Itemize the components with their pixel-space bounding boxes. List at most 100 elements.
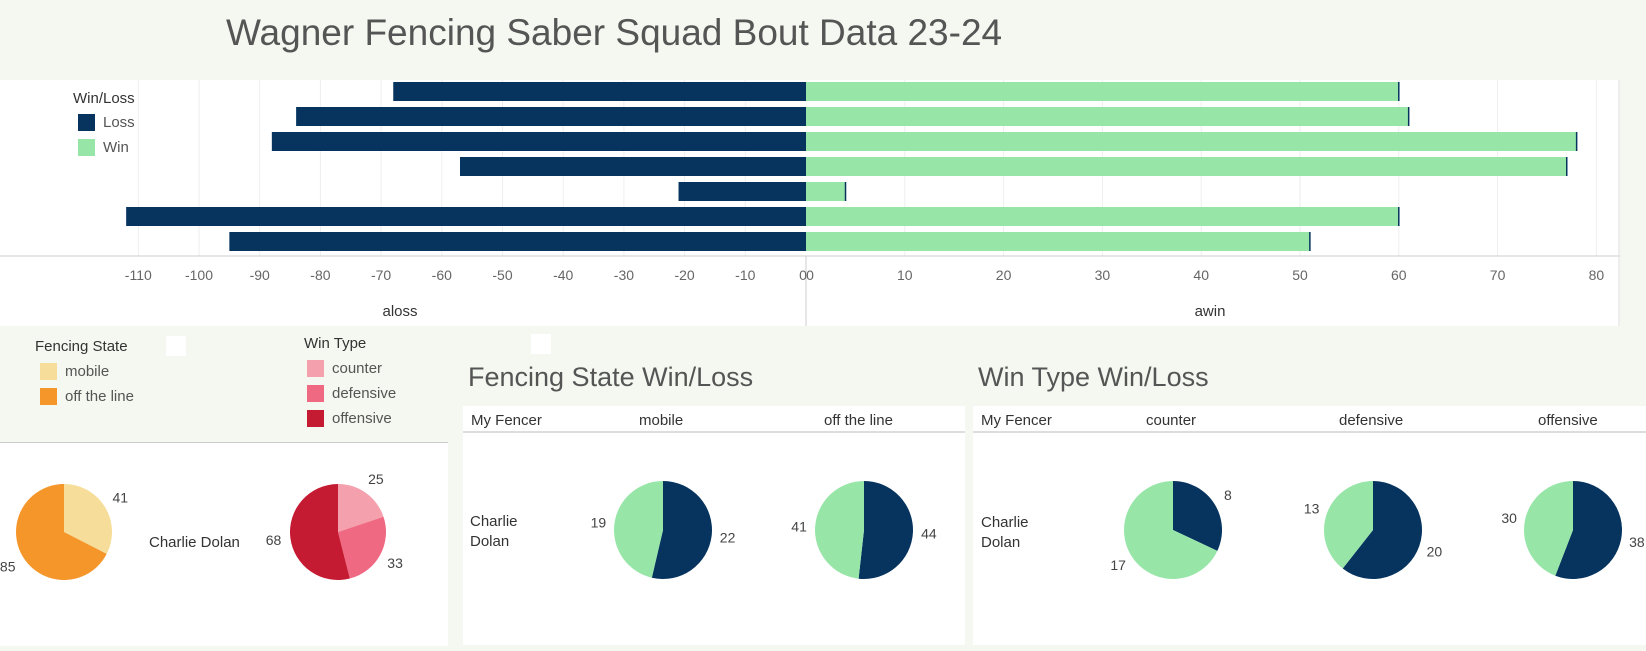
fencing-state-section-title: Fencing State Win/Loss	[468, 362, 754, 392]
x-tick-label: 10	[897, 267, 913, 283]
pie-label: 30	[1501, 510, 1517, 526]
pie-label: 25	[368, 471, 384, 487]
pie-slice-loss	[858, 481, 914, 579]
legend-label-loss: Loss	[103, 114, 135, 131]
pie-label: 38	[1629, 534, 1645, 550]
pie-slice-defensive	[338, 516, 386, 579]
pie-label: 20	[1427, 543, 1443, 559]
win-bar	[806, 182, 846, 201]
legend-item-mobile[interactable]: mobile	[40, 363, 109, 380]
loss-bar	[678, 182, 806, 201]
pie-slice-mobile	[64, 484, 112, 554]
pie-label: 33	[387, 555, 403, 571]
x-tick-label: -50	[492, 267, 512, 283]
win-swatch	[78, 139, 95, 156]
legend-label-win: Win	[103, 139, 129, 156]
x-tick-label: -30	[614, 267, 634, 283]
counter-swatch	[307, 360, 324, 377]
pie-label: 41	[791, 518, 807, 534]
col-header-counter: counter	[1146, 412, 1197, 429]
fencer-name-line1: Charlie	[470, 513, 518, 530]
x-tick-label: -90	[250, 267, 270, 283]
legend-label-offensive: offensive	[332, 410, 392, 427]
x-tick-label: -70	[371, 267, 391, 283]
loss-bar	[393, 82, 806, 101]
pie-label: 8	[1224, 487, 1232, 503]
loss-bar	[460, 157, 806, 176]
pie-slice-loss	[1173, 481, 1222, 551]
left-axis-label: aloss	[382, 303, 417, 320]
x-tick-label: -60	[432, 267, 452, 283]
win-bar	[806, 132, 1577, 151]
fencer-name-line2: Dolan	[981, 534, 1021, 551]
legend-item-win[interactable]: Win	[78, 139, 129, 156]
win-loss-bar-chart: -110 -100 -90 -80 -70 -60 -50 -40 -30 -20 -10 0 0 10 2…	[0, 80, 1620, 326]
win-type-legend-title: Win Type	[304, 335, 367, 352]
right-axis-label: awin	[1195, 303, 1226, 320]
mobile-swatch	[40, 363, 57, 380]
pie-slice-loss	[1342, 481, 1422, 579]
breakdown-panel: 41 85 25 33 68	[0, 442, 448, 646]
x-tick-label: 50	[1292, 267, 1308, 283]
legend-filter-box[interactable]	[531, 334, 551, 354]
loss-bar	[229, 232, 807, 251]
x-tick-label: 0	[806, 267, 814, 283]
pie-label: 13	[1304, 501, 1320, 517]
x-tick-label: 40	[1193, 267, 1209, 283]
x-tick-label: 80	[1589, 267, 1605, 283]
win-bar	[806, 157, 1567, 176]
pie-slice-win	[1524, 481, 1573, 576]
pie-slice-win	[614, 481, 663, 578]
win-bar	[806, 107, 1409, 126]
pie-slice-off-the-line	[16, 484, 107, 580]
legend-label-defensive: defensive	[332, 385, 397, 402]
dashboard-title: Wagner Fencing Saber Squad Bout Data 23-…	[226, 12, 1003, 53]
col-header-off-the-line: off the line	[824, 412, 893, 429]
bar-chart-svg: -110 -100 -90 -80 -70 -60 -50 -40 -30 -20 -10 0 0 10 2…	[0, 80, 1620, 326]
loss-swatch	[78, 114, 95, 131]
win-type-section-title: Win Type Win/Loss	[978, 362, 1209, 392]
pie-label: 44	[921, 526, 937, 542]
defensive-swatch	[307, 385, 324, 402]
breakdown-pies-svg: 41 85 25 33 68	[0, 471, 403, 580]
pie-label: 17	[1110, 557, 1126, 573]
loss-bar	[296, 107, 806, 126]
col-header-my-fencer: My Fencer	[981, 412, 1052, 429]
off-the-line-swatch	[40, 388, 57, 405]
legend-label-off-the-line: off the line	[65, 388, 134, 405]
pie-label: 85	[0, 558, 16, 574]
x-tick-label: -40	[553, 267, 573, 283]
legend-item-counter[interactable]: counter	[307, 360, 382, 377]
legend-item-offensive[interactable]: offensive	[307, 410, 392, 427]
fencing-state-pies-svg: 22 19 44 41	[463, 431, 965, 579]
win-bar	[806, 207, 1399, 226]
fencer-name: Charlie Dolan	[149, 534, 240, 551]
loss-bar	[271, 132, 807, 151]
x-tick-label: 20	[996, 267, 1012, 283]
pie-slice-loss	[1555, 481, 1622, 579]
legend-item-defensive[interactable]: defensive	[307, 385, 396, 402]
fencing-state-legend-title: Fencing State	[35, 338, 128, 355]
pie-slice-win	[1124, 481, 1218, 579]
pie-slice-counter	[338, 484, 384, 532]
legend-item-off-the-line[interactable]: off the line	[40, 388, 134, 405]
offensive-swatch	[307, 410, 324, 427]
win-type-pies-svg: 8 17 20 13 38 30	[973, 431, 1646, 579]
legend-label-counter: counter	[332, 360, 383, 377]
x-tick-label: -110	[125, 267, 152, 283]
pie-label: 41	[113, 490, 129, 506]
col-header-mobile: mobile	[639, 412, 684, 429]
x-tick-label: 70	[1490, 267, 1506, 283]
legend-item-loss[interactable]: Loss	[78, 114, 135, 131]
x-tick-label: -80	[310, 267, 330, 283]
legend-filter-box[interactable]	[166, 336, 186, 356]
pie-slice-win	[1324, 481, 1373, 569]
loss-bar	[126, 207, 806, 226]
pie-label: 22	[720, 529, 736, 545]
pie-slice-loss	[651, 481, 712, 579]
col-header-defensive: defensive	[1339, 412, 1404, 429]
x-tick-label: 0	[799, 267, 807, 283]
x-tick-label: 30	[1095, 267, 1111, 283]
x-tick-label: -20	[674, 267, 694, 283]
x-tick-label: -100	[185, 267, 213, 283]
